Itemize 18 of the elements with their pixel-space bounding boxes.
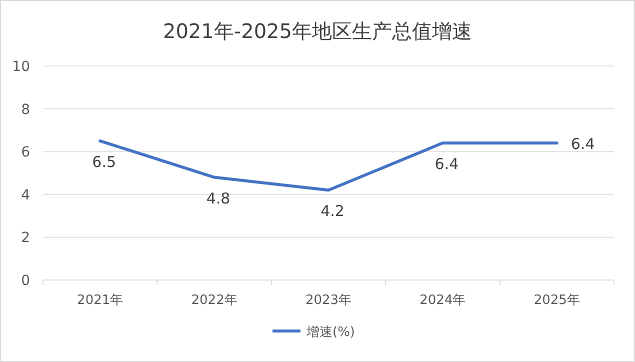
y-tick-label: 0	[21, 273, 30, 289]
data-label: 6.4	[434, 155, 459, 174]
y-tick-label: 2	[21, 230, 30, 246]
data-label: 6.4	[570, 135, 595, 154]
y-tick-label: 8	[21, 102, 30, 118]
x-tick-label: 2024年	[420, 293, 466, 308]
x-tick-label: 2022年	[191, 293, 238, 308]
y-tick-label: 4	[21, 187, 30, 204]
x-tick-label: 2023年	[305, 293, 352, 308]
x-tick-label: 2021年	[77, 293, 124, 308]
data-label: 4.8	[206, 189, 230, 208]
data-label: 6.5	[92, 152, 116, 171]
chart-title: 2021年-2025年地区生产总值增速	[162, 19, 472, 43]
y-tick-label: 6	[21, 144, 30, 161]
data-label: 4.2	[320, 202, 344, 220]
legend-label: 增速(%)	[306, 325, 355, 340]
y-tick-label: 10	[12, 59, 30, 75]
x-tick-label: 2025年	[534, 293, 580, 308]
